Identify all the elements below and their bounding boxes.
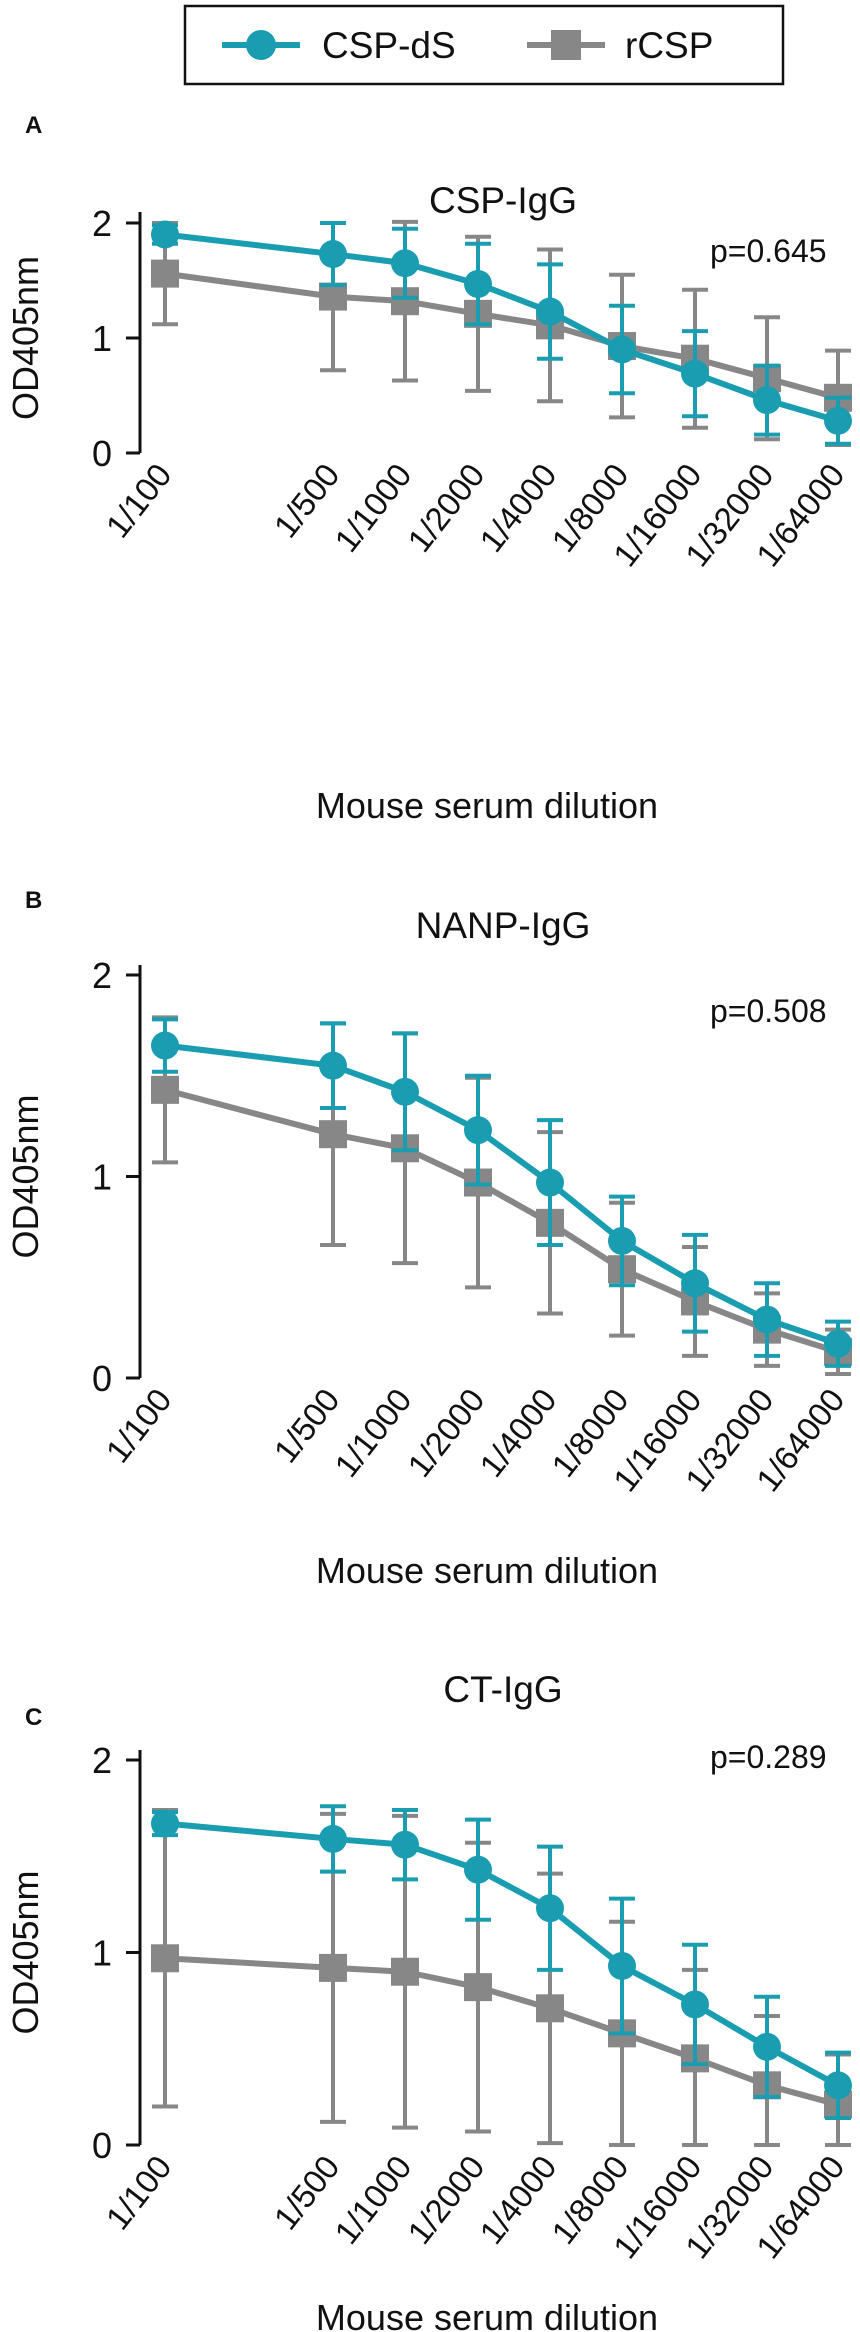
point-rcsp-a-0 bbox=[151, 259, 179, 288]
point-csp-ds-c-5 bbox=[608, 1951, 636, 1980]
point-csp-ds-c-8 bbox=[824, 2071, 852, 2100]
point-csp-ds-b-8 bbox=[824, 1329, 852, 1358]
series-csp-ds-a bbox=[151, 220, 852, 446]
point-csp-ds-a-6 bbox=[681, 359, 709, 388]
x-tick-label-b-2: 1/1000 bbox=[327, 1382, 418, 1484]
chart-title-b: NANP-IgG bbox=[416, 905, 591, 946]
point-csp-ds-c-2 bbox=[391, 1830, 419, 1859]
y-tick-label-b-0: 0 bbox=[92, 1358, 112, 1399]
series-line-csp-ds-c bbox=[164, 1820, 840, 2088]
y-tick-label-a-0: 0 bbox=[92, 433, 112, 474]
point-csp-ds-c-0 bbox=[151, 1809, 179, 1838]
legend-label-csp-ds: CSP-dS bbox=[322, 25, 456, 66]
x-tick-label-a-4: 1/4000 bbox=[472, 457, 563, 559]
legend-item-csp-ds: CSP-dS bbox=[222, 25, 456, 66]
chart-title-c: CT-IgG bbox=[443, 1669, 562, 1710]
point-csp-ds-b-6 bbox=[681, 1269, 709, 1298]
point-csp-ds-b-5 bbox=[608, 1226, 636, 1255]
series-csp-ds-c bbox=[151, 1804, 852, 2121]
panel-letter-c: C bbox=[25, 1704, 42, 1731]
y-axis-label-a: OD405nm bbox=[5, 256, 46, 420]
series-csp-ds-b bbox=[151, 1017, 852, 1368]
x-tick-label-b-3: 1/2000 bbox=[400, 1382, 491, 1484]
point-csp-ds-a-8 bbox=[824, 406, 852, 435]
point-csp-ds-a-1 bbox=[319, 240, 347, 269]
y-tick-label-a-2: 2 bbox=[92, 203, 112, 244]
y-tick-label-c-0: 0 bbox=[92, 2125, 112, 2166]
x-tick-label-c-2: 1/1000 bbox=[327, 2149, 418, 2251]
point-csp-ds-b-4 bbox=[536, 1168, 564, 1197]
point-csp-ds-c-6 bbox=[681, 1990, 709, 2019]
point-rcsp-b-0 bbox=[151, 1075, 179, 1104]
panel-letter-a: A bbox=[25, 112, 42, 139]
legend-marker-csp-ds bbox=[246, 30, 276, 60]
y-tick-label-a-1: 1 bbox=[92, 318, 112, 359]
point-csp-ds-c-1 bbox=[319, 1824, 347, 1853]
y-tick-label-c-1: 1 bbox=[92, 1933, 112, 1974]
x-tick-label-b-4: 1/4000 bbox=[472, 1382, 563, 1484]
panel-letter-b: B bbox=[25, 887, 42, 914]
point-csp-ds-b-7 bbox=[753, 1305, 781, 1334]
p-value-b: p=0.508 bbox=[710, 993, 827, 1029]
series-rcsp-b bbox=[151, 1015, 852, 1376]
point-rcsp-c-1 bbox=[319, 1953, 347, 1982]
point-csp-ds-a-2 bbox=[391, 249, 419, 278]
point-csp-ds-b-2 bbox=[391, 1077, 419, 1106]
point-csp-ds-a-5 bbox=[608, 335, 636, 364]
p-value-c: p=0.289 bbox=[710, 1739, 827, 1775]
y-axis-label-b: OD405nm bbox=[5, 1094, 46, 1258]
p-value-a: p=0.645 bbox=[710, 233, 827, 269]
point-csp-ds-a-0 bbox=[151, 220, 179, 249]
y-tick-label-b-2: 2 bbox=[92, 955, 112, 996]
y-tick-label-b-1: 1 bbox=[92, 1157, 112, 1198]
y-axis-label-c: OD405nm bbox=[5, 1870, 46, 2034]
legend-label-rcsp: rCSP bbox=[625, 25, 713, 66]
point-rcsp-a-1 bbox=[319, 282, 347, 311]
chart-title-a: CSP-IgG bbox=[429, 180, 577, 221]
point-rcsp-c-0 bbox=[151, 1944, 179, 1973]
point-csp-ds-a-7 bbox=[753, 386, 781, 415]
point-csp-ds-b-1 bbox=[319, 1051, 347, 1080]
x-tick-label-c-4: 1/4000 bbox=[472, 2149, 563, 2251]
x-axis-label-b: Mouse serum dilution bbox=[316, 1550, 658, 1591]
legend-marker-rcsp bbox=[551, 30, 581, 60]
point-rcsp-b-1 bbox=[319, 1120, 347, 1149]
x-axis-label-a: Mouse serum dilution bbox=[316, 785, 658, 826]
point-rcsp-c-3 bbox=[464, 1973, 492, 2002]
point-rcsp-c-4 bbox=[536, 1994, 564, 2023]
legend: CSP-dS rCSP bbox=[183, 4, 785, 86]
x-tick-label-c-3: 1/2000 bbox=[400, 2149, 491, 2251]
point-csp-ds-a-4 bbox=[536, 297, 564, 326]
x-axis-label-c: Mouse serum dilution bbox=[316, 2297, 658, 2332]
series-line-rcsp-b bbox=[164, 1086, 839, 1355]
point-csp-ds-a-3 bbox=[464, 269, 492, 298]
point-csp-ds-c-7 bbox=[753, 2032, 781, 2061]
point-rcsp-c-2 bbox=[391, 1957, 419, 1986]
legend-item-rcsp: rCSP bbox=[527, 25, 713, 66]
point-csp-ds-c-3 bbox=[464, 1855, 492, 1884]
series-rcsp-c bbox=[151, 1808, 852, 2147]
y-tick-label-c-2: 2 bbox=[92, 1740, 112, 1781]
x-tick-label-a-3: 1/2000 bbox=[400, 457, 491, 559]
point-csp-ds-c-4 bbox=[536, 1894, 564, 1923]
point-csp-ds-b-0 bbox=[151, 1031, 179, 1060]
x-tick-label-a-2: 1/1000 bbox=[327, 457, 418, 559]
point-csp-ds-b-3 bbox=[464, 1116, 492, 1145]
